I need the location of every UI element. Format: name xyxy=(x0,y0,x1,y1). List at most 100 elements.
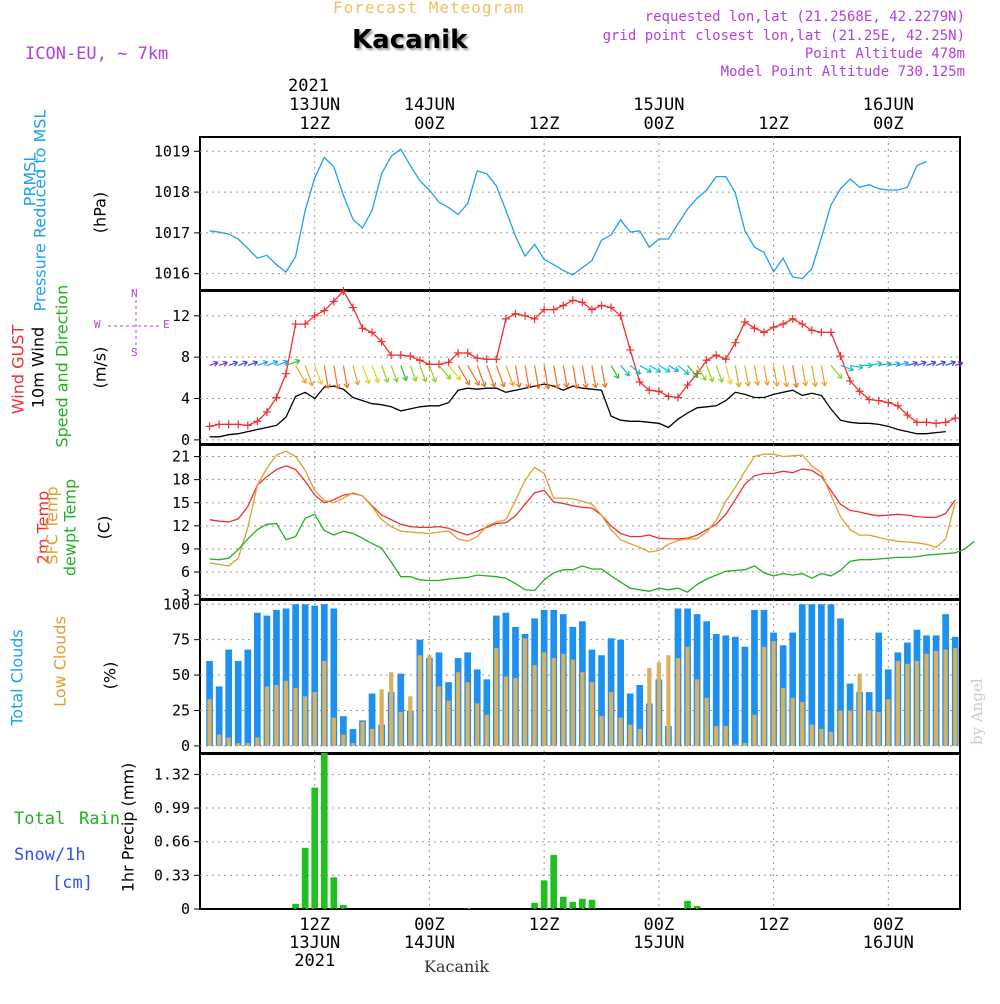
wind-arrow xyxy=(333,365,339,389)
low-cloud-bar xyxy=(895,660,900,746)
wind-arrow-head xyxy=(646,367,652,373)
total-cloud-bar xyxy=(636,685,644,746)
gust-marker xyxy=(243,421,252,430)
gust-marker xyxy=(310,311,319,320)
low-cloud-bar xyxy=(608,692,614,746)
gust-marker xyxy=(616,311,625,320)
wind-arrow xyxy=(381,365,389,383)
wind-arrow-head xyxy=(431,377,438,383)
gust-marker xyxy=(578,298,587,307)
rain-label: Rain xyxy=(79,809,120,829)
wind-arrow-head xyxy=(655,367,662,373)
wind-arrow-head xyxy=(912,360,918,367)
total-cloud-bar xyxy=(808,604,816,746)
panel-frame xyxy=(199,444,961,600)
gust-marker xyxy=(234,420,243,429)
wind-arrow-head xyxy=(624,370,631,377)
low-cloud-bar xyxy=(226,737,231,746)
compass-w: W xyxy=(94,318,101,331)
wind-arrow xyxy=(390,365,398,383)
wind-arrow xyxy=(897,362,909,367)
wind-arrow-head xyxy=(726,379,733,385)
wind-arrow-head xyxy=(474,380,480,386)
gust-marker xyxy=(262,407,271,416)
gust-marker xyxy=(348,303,357,312)
low-cloud-bar xyxy=(733,744,738,746)
wind-arrow-head xyxy=(334,383,341,390)
total-cloud-bar xyxy=(712,634,720,746)
wind-arrow-head xyxy=(525,383,532,389)
low-cloud-bar xyxy=(876,711,881,746)
gust-marker xyxy=(673,393,682,402)
low-cloud-bar xyxy=(408,696,413,746)
wind-arrow-head xyxy=(515,382,522,388)
wind-arrow xyxy=(323,365,329,389)
wind-arrow-head xyxy=(232,360,239,367)
wind-arrow-head xyxy=(563,382,570,388)
wind-arrow xyxy=(658,364,671,373)
low-cloud-bar xyxy=(360,721,365,746)
bottom-date-label: 14JUN xyxy=(404,933,455,953)
wind-arrow-head xyxy=(718,377,724,383)
top-date-label: 14JUN xyxy=(404,95,455,115)
wind-arrow xyxy=(361,365,370,384)
rain-bar xyxy=(588,899,596,909)
wind-arrow-head xyxy=(613,373,620,379)
wind-arrow-head xyxy=(773,381,780,387)
model-altitude: Model Point Altitude 730.125m xyxy=(720,64,965,80)
wind-unit: (m/s) xyxy=(90,346,110,389)
low-cloud-bar xyxy=(350,743,356,746)
total-cloud-bar xyxy=(626,693,634,746)
wind-arrow xyxy=(668,364,679,372)
gust-marker xyxy=(501,314,510,323)
wind-arrow-head xyxy=(754,380,761,386)
rain-bar xyxy=(693,905,701,909)
bottom-hour-label: 12Z xyxy=(299,915,330,935)
low-cloud-bar xyxy=(828,731,834,746)
wind-arrow-head xyxy=(692,372,699,379)
low-cloud-bar xyxy=(207,699,212,746)
total-cloud-bar xyxy=(254,612,261,746)
wind-arrow xyxy=(266,360,279,366)
low-cloud-bar xyxy=(819,728,824,746)
wind-arrow-head xyxy=(212,360,219,367)
y-tick-label: 3 xyxy=(181,586,190,604)
gust-marker xyxy=(530,314,539,323)
wind-arrow-head xyxy=(509,380,515,387)
top-date-label: 15JUN xyxy=(633,95,684,115)
grid-coords: grid point closest lon,lat (21.25E, 42.2… xyxy=(602,28,965,44)
gust-marker xyxy=(377,337,386,346)
gust-marker xyxy=(224,420,233,429)
total-cloud-bar xyxy=(225,649,233,746)
low-cloud-bar xyxy=(924,653,929,746)
wind-arrow-head xyxy=(821,381,828,387)
low-cloud-bar xyxy=(867,710,872,746)
low-cloud-bar xyxy=(714,726,719,746)
total-cloud-bar xyxy=(397,673,405,746)
y-tick-label: 75 xyxy=(172,631,190,649)
low-cloud-bar xyxy=(446,700,451,746)
wind-arrow-head xyxy=(582,383,589,389)
series-line-2m-temp xyxy=(209,465,956,540)
gust-marker xyxy=(339,287,348,295)
low-cloud-bar xyxy=(255,737,260,746)
y-tick-label: 0.66 xyxy=(154,833,190,851)
gust-marker xyxy=(702,356,711,365)
gust-marker xyxy=(893,401,902,410)
wind-arrow-head xyxy=(455,374,462,381)
wind-arrow-head xyxy=(836,373,843,380)
wind-arrow-head xyxy=(272,359,279,366)
low-cloud-bar xyxy=(886,699,891,746)
pressure-unit: (hPa) xyxy=(90,191,110,234)
low-cloud-bar xyxy=(943,649,948,746)
wind-arrow-head xyxy=(544,384,551,390)
wind-arrow xyxy=(543,365,549,390)
wind-arrow xyxy=(495,365,505,388)
y-tick-label: 21 xyxy=(172,448,190,466)
low-cloud-bar xyxy=(264,686,270,746)
low-cloud-bar xyxy=(933,651,939,746)
wind-arrow xyxy=(706,365,714,383)
gust-marker xyxy=(788,314,797,323)
low-cloud-bar xyxy=(800,702,805,746)
